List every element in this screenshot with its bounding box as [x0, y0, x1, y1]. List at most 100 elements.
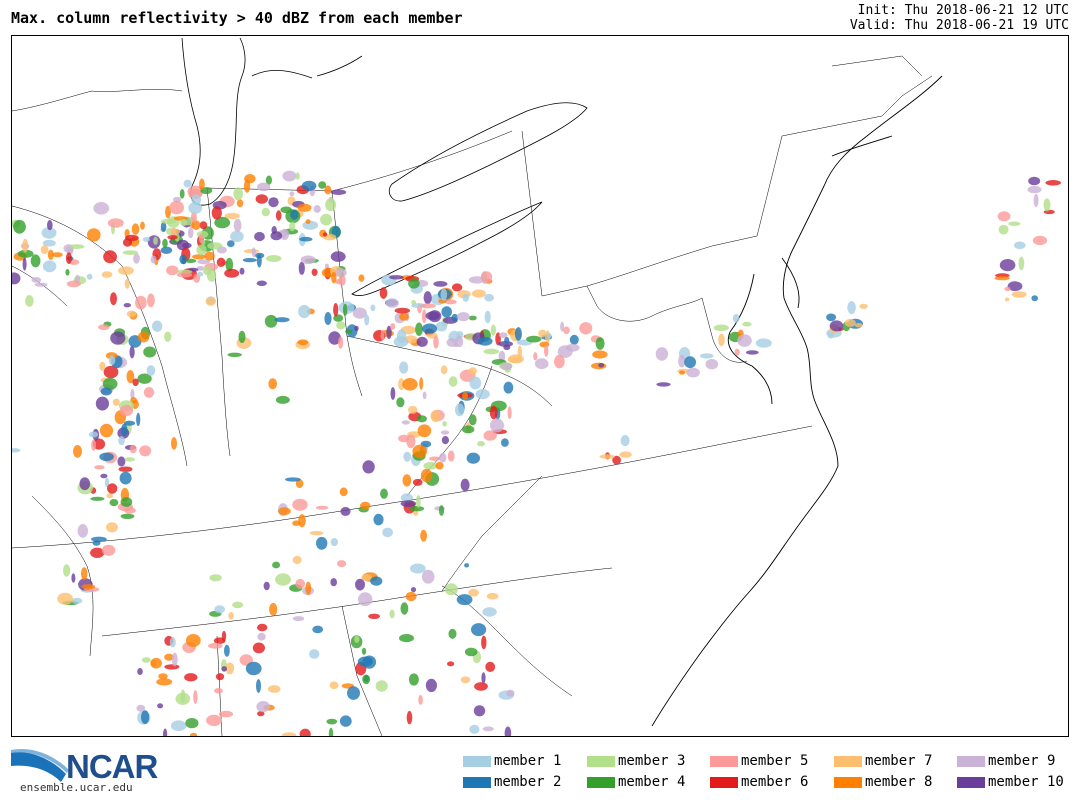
reflectivity-cell [187, 227, 194, 239]
reflectivity-cell [475, 389, 490, 400]
reflectivity-cell [208, 642, 223, 649]
reflectivity-cell [410, 587, 417, 593]
legend-item-member-3: member 3 [587, 753, 685, 769]
reflectivity-cell [163, 728, 168, 736]
reflectivity-cell [358, 274, 365, 282]
reflectivity-cell [421, 309, 427, 324]
reflectivity-cell [620, 435, 630, 447]
reflectivity-cell [31, 277, 42, 283]
reflectivity-cell [107, 218, 124, 228]
reflectivity-cell [361, 574, 372, 581]
reflectivity-cell [52, 252, 63, 258]
reflectivity-cell [80, 567, 88, 581]
reflectivity-cell [403, 451, 412, 462]
reflectivity-cell [256, 253, 262, 268]
reflectivity-cell [826, 313, 837, 322]
reflectivity-cell [462, 392, 469, 400]
reflectivity-cell [415, 322, 423, 336]
reflectivity-cell [256, 280, 267, 287]
reflectivity-cell [362, 460, 375, 474]
reflectivity-cell [40, 245, 49, 255]
atlantic-coast [651, 75, 943, 727]
reflectivity-cell [214, 216, 231, 229]
reflectivity-cell [98, 324, 110, 331]
reflectivity-cell [336, 321, 346, 330]
reflectivity-cell [299, 236, 313, 242]
reflectivity-cell [221, 630, 227, 642]
reflectivity-cell [686, 367, 700, 378]
reflectivity-cell [440, 430, 450, 435]
reflectivity-cell [508, 354, 524, 364]
reflectivity-cell [100, 473, 108, 479]
reflectivity-cell [500, 362, 513, 371]
reflectivity-cell [347, 686, 360, 700]
reflectivity-cell [88, 431, 99, 438]
reflectivity-cell [183, 179, 192, 188]
reflectivity-cell [42, 260, 57, 273]
reflectivity-cell [323, 232, 328, 237]
reflectivity-cell [153, 236, 158, 245]
reflectivity-cell [354, 325, 359, 331]
reflectivity-cell [416, 336, 428, 347]
reflectivity-cell [1045, 180, 1061, 186]
reflectivity-cell [224, 212, 240, 220]
legend-label: member 7 [865, 753, 933, 769]
reflectivity-cell [263, 581, 270, 591]
reflectivity-cell [462, 425, 475, 434]
reflectivity-cell [214, 687, 223, 694]
reflectivity-cell [256, 701, 270, 713]
reflectivity-cell [95, 396, 109, 411]
reflectivity-cell [428, 456, 441, 461]
reflectivity-cell [311, 268, 318, 276]
reflectivity-cell [569, 334, 579, 345]
reflectivity-cell [301, 180, 317, 191]
legend-label: member 3 [618, 753, 686, 769]
reflectivity-cell [330, 189, 347, 195]
reflectivity-cell [169, 637, 176, 648]
reflectivity-cell [380, 329, 385, 341]
reflectivity-cell [422, 391, 427, 400]
reflectivity-cell [292, 555, 302, 565]
reflectivity-cell [441, 436, 449, 445]
reflectivity-cell [847, 301, 856, 315]
reflectivity-cell [474, 682, 488, 691]
legend-label: member 6 [741, 774, 809, 790]
reflectivity-cell [477, 441, 485, 447]
reflectivity-cell [146, 365, 156, 376]
reflectivity-cell [468, 315, 477, 321]
reflectivity-cell [106, 493, 113, 499]
reflectivity-cell [399, 312, 409, 321]
reflectivity-cell [71, 573, 76, 583]
reflectivity-cell [468, 367, 478, 375]
reflectivity-cell [94, 465, 105, 470]
legend-item-member-9: member 9 [957, 753, 1055, 769]
reflectivity-cell [375, 680, 388, 692]
run-info: Init: Thu 2018-06-21 12 UTC Valid: Thu 2… [850, 3, 1069, 33]
reflectivity-cell [997, 211, 1011, 222]
reflectivity-cell [86, 273, 93, 280]
reflectivity-cell [255, 194, 268, 204]
reflectivity-cell [734, 348, 740, 356]
reflectivity-cell [130, 389, 135, 400]
reflectivity-cell [120, 497, 133, 507]
legend-swatch [587, 776, 615, 788]
reflectivity-cell [99, 423, 114, 438]
reflectivity-cell [309, 649, 320, 659]
reflectivity-cell [507, 406, 512, 420]
reflectivity-cell [133, 253, 140, 264]
reflectivity-cell [110, 331, 126, 345]
reflectivity-cell [455, 336, 464, 348]
reflectivity-cell [402, 378, 418, 391]
reflectivity-cell [1043, 198, 1051, 212]
reflectivity-cell [251, 247, 256, 258]
reflectivity-cell [87, 228, 101, 242]
reflectivity-cell [167, 235, 178, 240]
reflectivity-cell [1011, 291, 1027, 298]
reflectivity-cell [274, 317, 290, 323]
reflectivity-cell [425, 678, 437, 693]
reflectivity-cell [678, 354, 686, 368]
reflectivity-cell [190, 211, 197, 223]
reflectivity-cell [47, 249, 54, 260]
reflectivity-cell [202, 266, 212, 276]
reflectivity-cell [41, 227, 57, 239]
